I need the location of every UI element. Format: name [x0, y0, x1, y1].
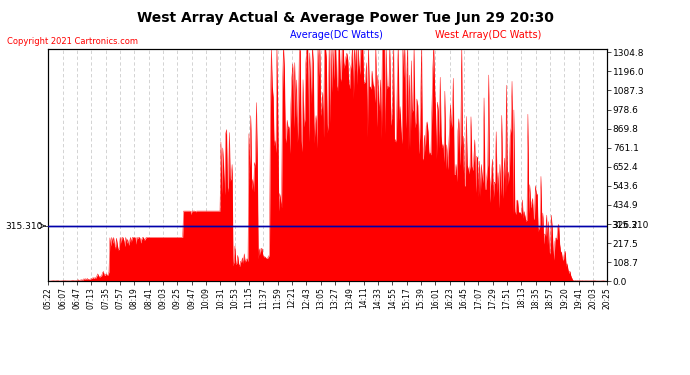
Text: West Array(DC Watts): West Array(DC Watts): [435, 30, 541, 40]
Text: 315.310: 315.310: [611, 221, 649, 230]
Text: West Array Actual & Average Power Tue Jun 29 20:30: West Array Actual & Average Power Tue Ju…: [137, 11, 553, 25]
Text: Copyright 2021 Cartronics.com: Copyright 2021 Cartronics.com: [7, 38, 138, 46]
Text: Average(DC Watts): Average(DC Watts): [290, 30, 383, 40]
